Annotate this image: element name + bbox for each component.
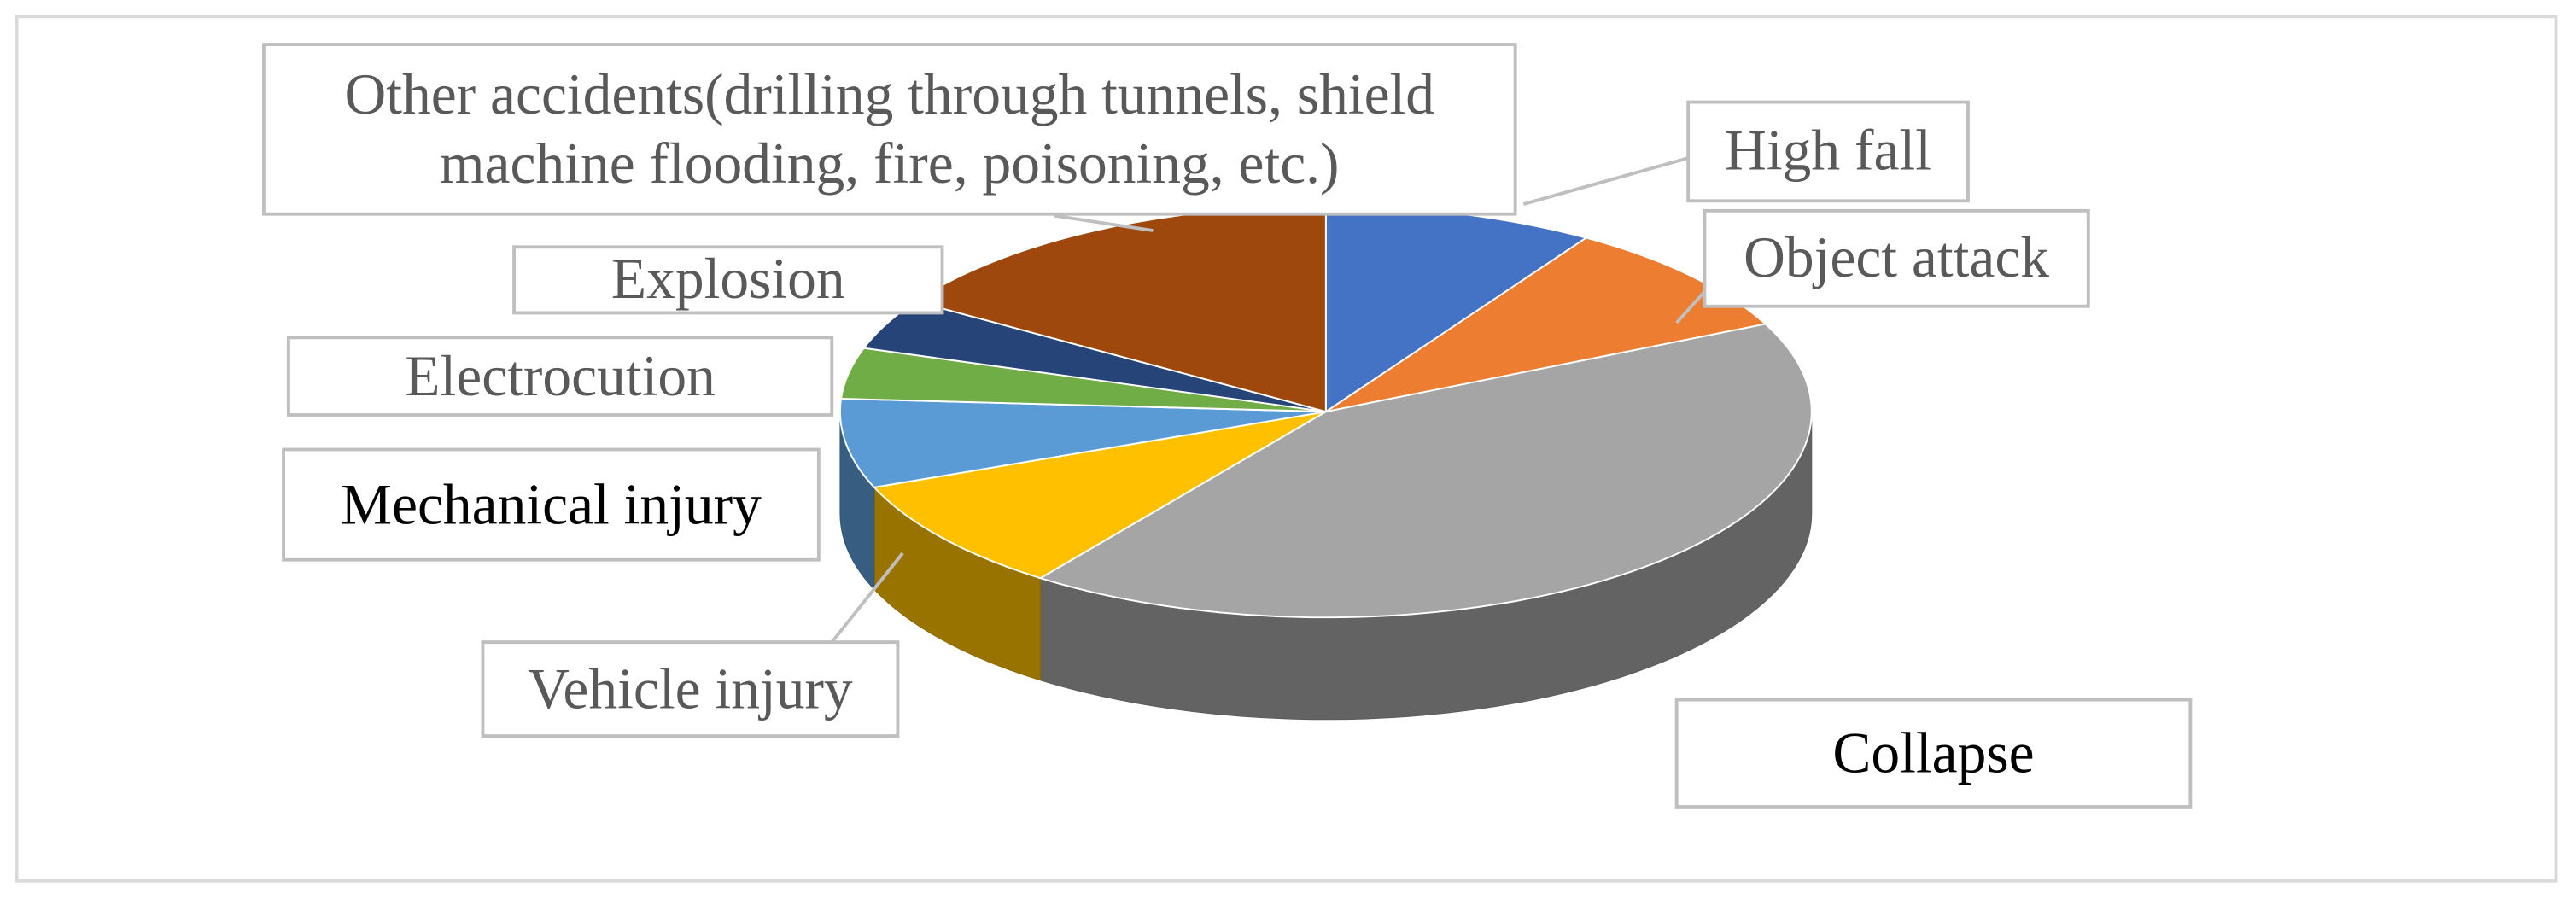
data-label: Explosion	[610, 247, 845, 312]
leader-line	[1675, 289, 1708, 324]
label-box	[286, 336, 834, 417]
pie	[838, 205, 1813, 721]
labels: High fall Object attack Collapse Vehicle in…	[262, 43, 2193, 809]
label-container: Explosion	[610, 247, 845, 312]
slice	[1038, 323, 1813, 619]
data-label: Vehicle injury	[528, 656, 853, 721]
label-container: Object attack	[1744, 225, 2050, 290]
slice	[872, 411, 1327, 580]
label-box	[262, 43, 1517, 216]
label-container: Other accidents(drilling through tunnels…	[344, 61, 1435, 196]
label-box	[1686, 100, 1970, 203]
leader-line	[1054, 213, 1154, 232]
data-label: Electrocution	[405, 343, 716, 408]
label-container: Collapse	[1832, 720, 2035, 785]
label-box	[1674, 698, 2193, 809]
data-label: Object attack	[1744, 225, 2050, 290]
leader-line	[1522, 156, 1689, 207]
data-label: Collapse	[1832, 720, 2035, 785]
label-box	[512, 245, 944, 315]
data-label: High fall	[1725, 118, 1931, 184]
label-container: Electrocution	[405, 343, 716, 408]
data-label: Other accidents(drilling through tunnels…	[344, 61, 1435, 196]
data-label: Mechanical injury	[340, 471, 762, 536]
label-container: Mechanical injury	[340, 471, 762, 536]
label-box	[282, 447, 821, 562]
slice	[838, 398, 1327, 488]
label-box	[481, 640, 900, 738]
label-container: High fall	[1725, 118, 1931, 184]
label-container: Vehicle injury	[528, 656, 853, 721]
label-box	[1703, 208, 2090, 308]
slice	[1325, 236, 1767, 413]
